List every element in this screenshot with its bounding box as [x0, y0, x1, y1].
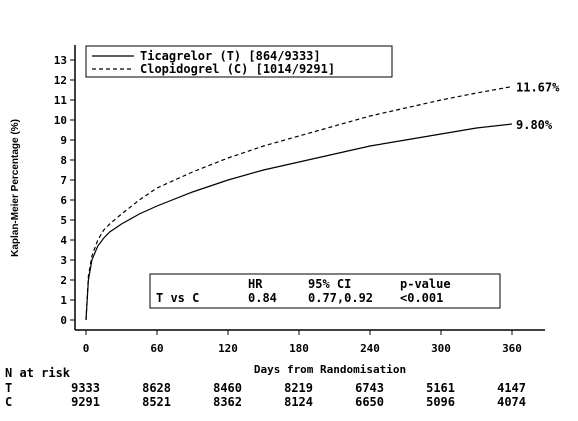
risk-value-c-1: 8521 — [142, 395, 171, 409]
risk-value-c-0: 9291 — [71, 395, 100, 409]
risk-table: N at risk T C 9333 8628 8460 8219 6743 5161 41… — [5, 366, 526, 409]
axes — [74, 45, 545, 331]
risk-value-t-2: 8460 — [213, 381, 242, 395]
y-tick-label-1: 1 — [60, 294, 67, 307]
hr-header-hr: HR — [248, 277, 263, 291]
x-tick-label-6: 360 — [502, 342, 522, 355]
risk-value-t-0: 9333 — [71, 381, 100, 395]
hr-table-box — [149, 273, 501, 309]
hr-ci-value: 0.77,0.92 — [308, 291, 373, 305]
y-tick-label-13: 13 — [54, 54, 67, 67]
x-tick-label-4: 240 — [360, 342, 380, 355]
series-layer — [85, 86, 513, 321]
x-tick-label-0: 0 — [83, 342, 90, 355]
x-ticks: 0 60 120 180 240 300 360 — [83, 330, 522, 355]
y-tick-label-6: 6 — [60, 194, 67, 207]
y-tick-label-4: 4 — [60, 234, 67, 247]
risk-value-t-3: 8219 — [284, 381, 313, 395]
x-tick-label-5: 300 — [431, 342, 451, 355]
end-labels: 9.80% 11.67% — [516, 81, 560, 132]
risk-value-c-2: 8362 — [213, 395, 242, 409]
risk-row-label-c: C — [5, 395, 12, 409]
hr-table: HR 95% CI p-value T vs C 0.84 0.77,0.92 … — [149, 273, 501, 309]
x-tick-label-3: 180 — [289, 342, 309, 355]
x-tick-label-2: 120 — [218, 342, 238, 355]
y-tick-label-5: 5 — [60, 214, 67, 227]
risk-value-t-4: 6743 — [355, 381, 384, 395]
risk-value-t-5: 5161 — [426, 381, 455, 395]
hr-p-value: <0.001 — [400, 291, 443, 305]
legend-box — [85, 45, 393, 78]
end-label-ticagrelor: 9.80% — [516, 118, 553, 132]
legend-label-ticagrelor: Ticagrelor (T) [864/9333] — [140, 49, 321, 63]
risk-value-c-5: 5096 — [426, 395, 455, 409]
x-axis-label: Days from Randomisation — [254, 363, 406, 376]
hr-header-ci: 95% CI — [308, 277, 351, 291]
y-tick-label-10: 10 — [54, 114, 67, 127]
hr-row-label: T vs C — [156, 291, 199, 305]
risk-value-c-4: 6650 — [355, 395, 384, 409]
y-axis-label: Kaplan-Meier Percentage (%) — [10, 119, 21, 257]
hr-header-p: p-value — [400, 277, 451, 291]
legend-label-clopidogrel: Clopidogrel (C) [1014/9291] — [140, 62, 335, 76]
risk-values: 9333 8628 8460 8219 6743 5161 4147 9291 8521 8362… — [71, 381, 526, 409]
risk-value-c-3: 8124 — [284, 395, 313, 409]
hr-value: 0.84 — [248, 291, 277, 305]
risk-table-title: N at risk — [5, 366, 71, 380]
y-tick-label-12: 12 — [54, 74, 67, 87]
y-tick-label-9: 9 — [60, 134, 67, 147]
series-line-clopidogrel — [85, 86, 513, 321]
y-tick-label-3: 3 — [60, 254, 67, 267]
risk-value-c-6: 4074 — [497, 395, 526, 409]
y-tick-label-0: 0 — [60, 314, 67, 327]
risk-value-t-6: 4147 — [497, 381, 526, 395]
end-label-clopidogrel: 11.67% — [516, 81, 560, 95]
series-line-ticagrelor — [85, 123, 513, 321]
y-tick-label-2: 2 — [60, 274, 67, 287]
risk-value-t-1: 8628 — [142, 381, 171, 395]
y-tick-label-8: 8 — [60, 154, 67, 167]
x-tick-label-1: 60 — [150, 342, 163, 355]
y-tick-label-11: 11 — [54, 94, 68, 107]
risk-row-label-t: T — [5, 381, 12, 395]
y-tick-label-7: 7 — [60, 174, 67, 187]
legend: Ticagrelor (T) [864/9333] Clopidogrel (C… — [85, 45, 393, 78]
